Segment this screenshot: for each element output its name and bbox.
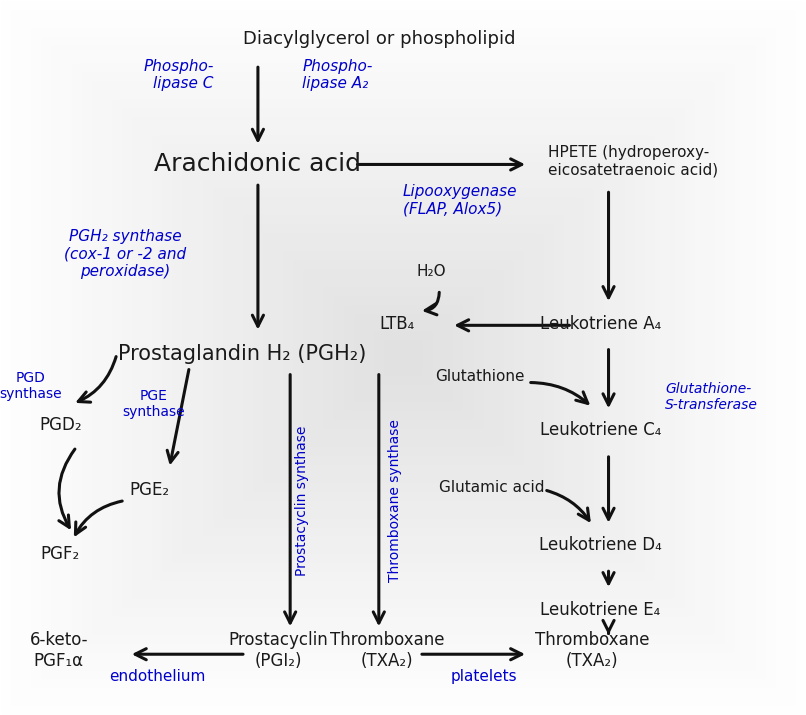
Bar: [173, 154, 633, 561]
Text: Glutathione-
S-transferase: Glutathione- S-transferase: [665, 382, 758, 412]
Text: Leukotriene D₄: Leukotriene D₄: [539, 536, 662, 554]
Text: platelets: platelets: [451, 669, 517, 684]
Bar: [264, 235, 542, 480]
Bar: [143, 127, 663, 588]
Bar: [355, 315, 451, 400]
Bar: [113, 100, 693, 615]
Text: Arachidonic acid: Arachidonic acid: [155, 152, 361, 177]
Bar: [163, 144, 643, 571]
Text: H₂O: H₂O: [417, 265, 446, 279]
Text: Phospho-
lipase A₂: Phospho- lipase A₂: [302, 59, 372, 92]
Text: Prostacyclin
(PGI₂): Prostacyclin (PGI₂): [228, 631, 328, 670]
Bar: [324, 288, 482, 428]
Text: endothelium: endothelium: [109, 669, 206, 684]
Text: 6-keto-
PGF₁α: 6-keto- PGF₁α: [30, 631, 88, 670]
Bar: [385, 342, 421, 374]
Text: LTB₄: LTB₄: [380, 315, 415, 333]
Text: Thromboxane
(TXA₂): Thromboxane (TXA₂): [330, 631, 444, 670]
Text: Diacylglycerol or phospholipid: Diacylglycerol or phospholipid: [243, 30, 515, 49]
Bar: [123, 109, 683, 606]
Text: Phospho-
lipase C: Phospho- lipase C: [143, 59, 214, 92]
Bar: [234, 207, 572, 508]
Bar: [214, 189, 592, 526]
Bar: [203, 181, 603, 535]
Bar: [73, 64, 733, 651]
Text: Glutamic acid: Glutamic acid: [439, 480, 544, 495]
Text: Leukotriene A₄: Leukotriene A₄: [540, 315, 661, 333]
Text: PGH₂ synthase
(cox-1 or -2 and
peroxidase): PGH₂ synthase (cox-1 or -2 and peroxidas…: [64, 229, 186, 279]
Text: PGD
synthase: PGD synthase: [0, 371, 62, 401]
Bar: [183, 163, 622, 552]
Text: PGE
synthase: PGE synthase: [122, 389, 185, 419]
Bar: [93, 82, 713, 633]
Text: Lipooxygenase
(FLAP, Alox5): Lipooxygenase (FLAP, Alox5): [403, 184, 517, 217]
Text: PGD₂: PGD₂: [39, 416, 81, 435]
Bar: [314, 279, 492, 436]
Bar: [63, 56, 743, 659]
Bar: [193, 172, 613, 543]
Bar: [305, 270, 501, 445]
Text: Glutathione: Glutathione: [434, 370, 525, 384]
Bar: [375, 332, 431, 383]
Bar: [364, 323, 442, 392]
Text: Thromboxane
(TXA₂): Thromboxane (TXA₂): [535, 631, 650, 670]
Bar: [334, 297, 472, 418]
Bar: [133, 118, 673, 597]
Bar: [103, 91, 704, 623]
Bar: [294, 261, 512, 454]
Text: PGE₂: PGE₂: [129, 480, 169, 499]
Bar: [52, 46, 754, 669]
Text: HPETE (hydroperoxy-
eicosatetraenoic acid): HPETE (hydroperoxy- eicosatetraenoic aci…: [548, 144, 718, 177]
Bar: [254, 225, 552, 490]
Bar: [274, 243, 532, 472]
Bar: [153, 136, 653, 579]
Text: Thromboxane synthase: Thromboxane synthase: [388, 419, 402, 582]
Bar: [285, 252, 522, 463]
Text: PGF₂: PGF₂: [41, 545, 80, 563]
Text: Leukotriene E₄: Leukotriene E₄: [540, 601, 661, 619]
Bar: [223, 198, 582, 516]
Text: Prostacyclin synthase: Prostacyclin synthase: [295, 425, 310, 576]
Text: Prostaglandin H₂ (PGH₂): Prostaglandin H₂ (PGH₂): [118, 344, 366, 364]
Bar: [42, 37, 763, 678]
Bar: [83, 73, 724, 642]
Text: Leukotriene C₄: Leukotriene C₄: [540, 421, 661, 440]
Bar: [345, 306, 461, 409]
Bar: [243, 216, 562, 499]
